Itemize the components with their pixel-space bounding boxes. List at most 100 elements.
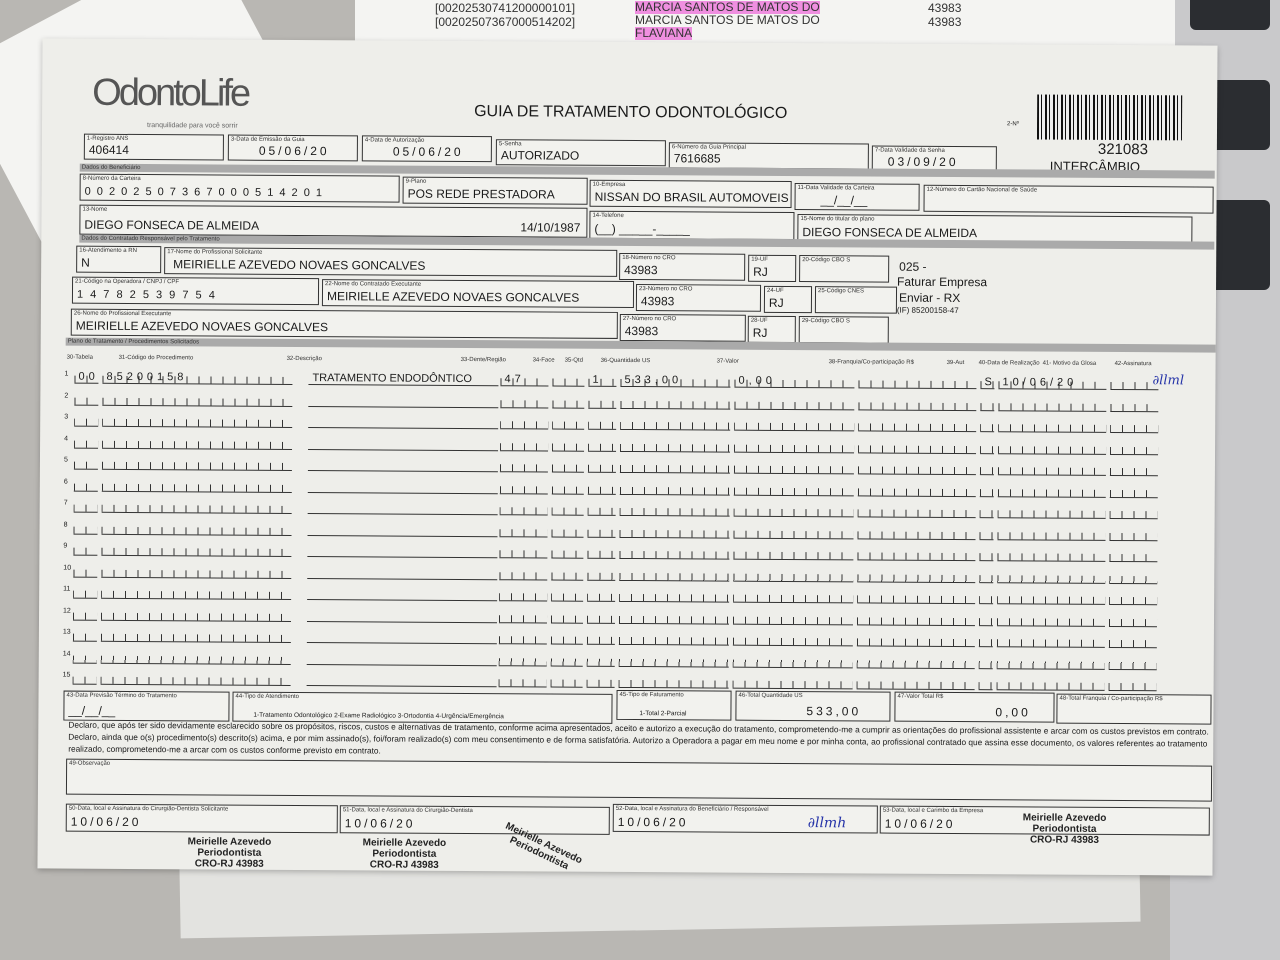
cell-glosa-line xyxy=(1108,661,1157,670)
procedure-column-header: 30-Tabela xyxy=(66,354,93,361)
cell-descricao-line xyxy=(308,441,499,451)
cell-valor-line xyxy=(734,401,855,410)
cell-tabela-line xyxy=(72,633,97,642)
value: DIEGO FONSECA DE ALMEIDA xyxy=(84,217,260,233)
value: 05/06/20 xyxy=(392,144,464,159)
row-number: 7 xyxy=(63,499,68,507)
label: 12-Número do Cartão Nacional de Saúde xyxy=(926,186,1038,194)
cell-franquia-line xyxy=(857,595,976,605)
cell-descricao-line xyxy=(307,527,498,537)
cell-us-line xyxy=(620,400,731,410)
cell-us-line xyxy=(619,486,730,496)
odontolife-logo: OdontoLife xyxy=(92,71,249,115)
cell-tabela-line xyxy=(73,569,98,578)
row-number: 1 xyxy=(64,370,69,378)
row-number: 15 xyxy=(62,671,71,679)
logo-tagline: tranquilidade para você sorrir xyxy=(146,122,238,130)
cell-franquia-line xyxy=(857,487,976,497)
row-number: 3 xyxy=(64,413,69,421)
procedure-column-header: 31-Código do Procedimento xyxy=(118,354,194,362)
cell-us-line xyxy=(619,464,730,474)
value: 10/06/20 xyxy=(70,814,142,830)
value: RJ xyxy=(768,295,784,310)
cell-aut-line xyxy=(979,467,994,476)
label: 27-Número no CRO xyxy=(622,315,677,323)
cell-descricao-line xyxy=(308,420,499,430)
cell-qtd-line xyxy=(587,593,616,602)
cell-valor-line xyxy=(733,551,854,561)
form-title: GUIA DE TRATAMENTO ODONTOLÓGICO xyxy=(474,103,788,122)
cell-face-line xyxy=(551,464,584,473)
procedure-column-header: 41- Motivo da Glosa xyxy=(1042,360,1097,367)
cell-valor-line xyxy=(733,530,854,539)
cell-face-line xyxy=(551,572,584,581)
beneficiary-signature: ∂llmh xyxy=(807,815,847,832)
cell-data-line xyxy=(996,617,1106,627)
cell-face-line xyxy=(552,378,585,387)
field-empresa: 10-Empresa NISSAN DO BRASIL AUTOMOVEIS xyxy=(589,179,792,208)
label: 10-Empresa xyxy=(592,181,626,188)
field-numero-carteira: 8-Número da Carteira 0 0 2 0 2 5 0 7 3 6 … xyxy=(79,173,400,203)
cell-data-line xyxy=(998,402,1107,412)
list-cro: 43983 xyxy=(928,15,962,29)
cell-qtd-line xyxy=(586,615,616,624)
value: __/__/__ xyxy=(820,193,868,208)
row-number: 8 xyxy=(63,521,68,529)
field-previsao-termino: 43-Data Previsão Término do Tratamento __… xyxy=(63,690,230,722)
stamp-cro: CRO-RJ 43983 xyxy=(194,858,264,870)
cell-aut-line xyxy=(980,402,995,411)
cell-franquia-line xyxy=(858,401,977,411)
cell-face-line xyxy=(551,529,584,538)
cell-aut-line xyxy=(979,574,994,583)
value: NISSAN DO BRASIL AUTOMOVEIS xyxy=(594,189,789,205)
cell-descricao-line xyxy=(307,592,498,602)
cell-tabela-line xyxy=(74,418,99,427)
cell-glosa-line xyxy=(1110,424,1159,434)
label: 28-UF xyxy=(750,317,768,324)
cell-valor-line xyxy=(732,680,853,690)
cell-dente-line xyxy=(499,485,548,495)
cell-franquia-line xyxy=(857,530,976,540)
cell-face-line xyxy=(550,679,583,688)
list-name: MARCIA SANTOS DE MATOS DO xyxy=(635,13,820,27)
cell-face-line xyxy=(552,400,585,409)
row-number: 6 xyxy=(63,478,68,486)
value: 43983 xyxy=(624,323,659,339)
cell-glosa-line xyxy=(1109,553,1158,563)
cell-codigo-line xyxy=(100,612,292,622)
cell-franquia-line xyxy=(858,423,977,433)
cell-valor-line xyxy=(733,573,854,582)
field-uf-19: 19-UF RJ xyxy=(748,254,797,283)
cell-qtd-line xyxy=(588,421,617,430)
cell-us-line xyxy=(619,507,730,517)
cell-codigo-line xyxy=(102,440,293,450)
cell-codigo-line xyxy=(101,526,292,536)
cell-data-line xyxy=(997,467,1106,476)
stamp-cro: CRO-RJ 43983 xyxy=(369,859,439,871)
row-number: 11 xyxy=(63,585,71,593)
cell-qtd-line xyxy=(586,636,615,645)
cell-glosa-line xyxy=(1109,489,1158,498)
value: 43983 xyxy=(624,262,658,278)
cell-descricao-line xyxy=(306,613,498,623)
label: 43-Data Previsão Término do Tratamento xyxy=(66,692,177,700)
cell-us-line xyxy=(619,572,730,582)
cell-codigo-line xyxy=(101,547,292,557)
cell-valor-line xyxy=(732,637,853,647)
label: 5-Senha xyxy=(498,141,522,148)
field-tipo-faturamento: 45-Tipo de Faturamento 1-Total 2-Parcial xyxy=(616,689,732,721)
cell-descricao-line xyxy=(308,398,499,408)
cell-franquia-line xyxy=(857,466,976,476)
cell-dente: 47 xyxy=(504,373,525,386)
cell-dente-line xyxy=(500,442,549,452)
cell-qtd-line xyxy=(588,443,617,452)
value: 10/06/20 xyxy=(344,816,416,831)
cell-us-line xyxy=(620,443,731,453)
cell-aut-line xyxy=(979,553,994,562)
cell-valor-line xyxy=(734,422,855,432)
cell-glosa-line xyxy=(1109,467,1158,477)
cell-valor-line xyxy=(733,487,854,496)
cell-face-line xyxy=(551,550,584,559)
cell-qtd-line xyxy=(587,572,616,581)
cell-tabela-line xyxy=(74,440,99,449)
